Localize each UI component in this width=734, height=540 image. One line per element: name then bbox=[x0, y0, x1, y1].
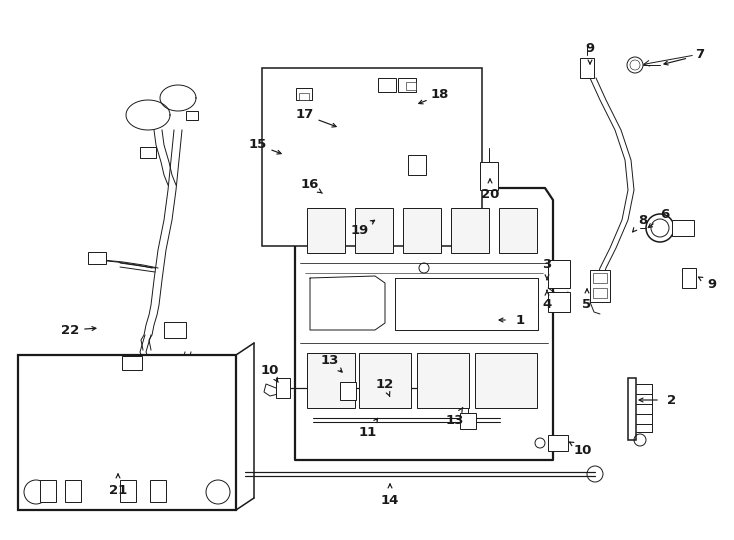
Text: 7: 7 bbox=[695, 49, 705, 62]
Bar bbox=[403, 208, 441, 253]
Text: 12: 12 bbox=[376, 379, 394, 392]
Bar bbox=[548, 292, 570, 312]
Text: 3: 3 bbox=[542, 259, 552, 272]
Bar bbox=[408, 155, 426, 175]
Text: 5: 5 bbox=[583, 299, 592, 312]
Bar bbox=[417, 353, 469, 408]
Text: 10: 10 bbox=[261, 363, 279, 376]
Bar bbox=[307, 353, 355, 408]
Bar bbox=[548, 260, 570, 288]
Bar bbox=[460, 413, 476, 429]
Bar bbox=[355, 208, 393, 253]
Text: 6: 6 bbox=[661, 208, 669, 221]
Bar bbox=[672, 220, 694, 236]
Bar bbox=[262, 68, 482, 246]
Text: 13: 13 bbox=[446, 414, 464, 427]
Text: 17: 17 bbox=[296, 109, 314, 122]
Text: 1: 1 bbox=[515, 314, 525, 327]
Bar bbox=[340, 382, 356, 400]
Bar bbox=[406, 82, 416, 90]
Text: 10: 10 bbox=[574, 443, 592, 456]
Bar bbox=[499, 208, 537, 253]
Bar bbox=[122, 356, 142, 370]
Bar bbox=[296, 88, 312, 100]
Text: 22: 22 bbox=[61, 323, 79, 336]
Bar bbox=[307, 208, 345, 253]
Text: 14: 14 bbox=[381, 494, 399, 507]
Bar bbox=[164, 322, 186, 338]
Bar bbox=[378, 78, 396, 92]
Text: 20: 20 bbox=[481, 188, 499, 201]
Text: 21: 21 bbox=[109, 483, 127, 496]
Bar bbox=[548, 435, 568, 451]
Text: 15: 15 bbox=[249, 138, 267, 152]
Bar bbox=[593, 273, 607, 283]
Bar bbox=[593, 288, 607, 298]
Text: 8: 8 bbox=[639, 213, 647, 226]
Bar bbox=[480, 162, 498, 190]
Bar bbox=[451, 208, 489, 253]
Bar bbox=[65, 480, 81, 502]
Text: 4: 4 bbox=[542, 299, 552, 312]
Bar bbox=[276, 378, 290, 398]
Text: 11: 11 bbox=[359, 426, 377, 438]
Bar bbox=[88, 252, 106, 264]
Bar bbox=[398, 78, 416, 92]
Bar bbox=[120, 480, 136, 502]
Text: 9: 9 bbox=[708, 279, 716, 292]
Text: 18: 18 bbox=[431, 89, 449, 102]
Bar bbox=[140, 147, 156, 158]
Bar bbox=[299, 93, 309, 100]
Text: 13: 13 bbox=[321, 354, 339, 367]
Text: 9: 9 bbox=[586, 42, 595, 55]
Text: 16: 16 bbox=[301, 179, 319, 192]
Bar bbox=[40, 480, 56, 502]
Bar bbox=[18, 355, 236, 510]
Bar bbox=[628, 378, 636, 440]
Bar bbox=[359, 353, 411, 408]
Bar bbox=[590, 270, 610, 302]
Bar bbox=[475, 353, 537, 408]
Bar bbox=[580, 58, 594, 78]
Text: 2: 2 bbox=[667, 394, 677, 407]
Bar bbox=[186, 111, 198, 120]
Bar bbox=[682, 268, 696, 288]
Text: 19: 19 bbox=[351, 224, 369, 237]
Bar bbox=[150, 480, 166, 502]
